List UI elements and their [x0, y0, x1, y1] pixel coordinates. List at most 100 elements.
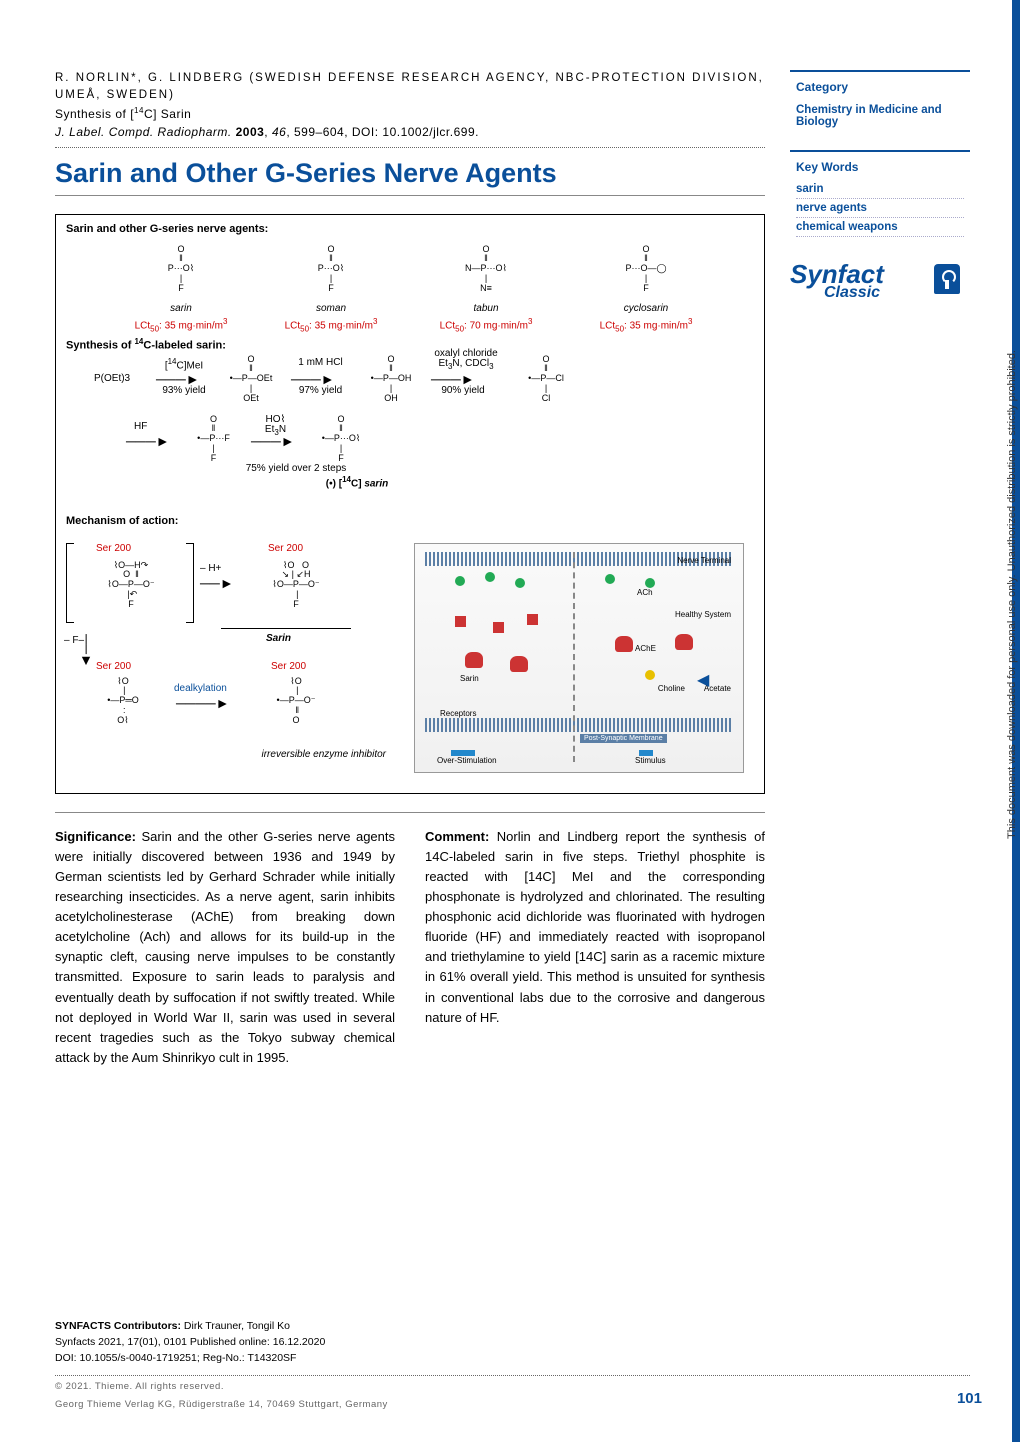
comment-text: Norlin and Lindberg report the synthesis… [425, 829, 765, 1025]
ache-4 [675, 634, 693, 650]
struct-int2: O‖•—P—OH|OH [361, 355, 421, 404]
mechanism-scheme: Ser 200 ⌇O—H↷O ‖⌇O—P—O⁻ |↶F ──► – H+ Ser… [66, 543, 404, 773]
keyword-2: chemical weapons [796, 218, 964, 237]
mech-sarin-label: Sarin [266, 633, 291, 644]
significance-column: Significance: Sarin and the other G-seri… [55, 827, 395, 1069]
ser-4: Ser 200 [271, 661, 306, 672]
reg-label: Reg-No.: [203, 1352, 245, 1364]
doi-line: DOI: 10.1055/s-0040-1719251; Reg-No.: T1… [55, 1351, 970, 1367]
mid-divider [55, 812, 765, 813]
fig-heading-mechanism: Mechanism of action: [66, 515, 178, 527]
bar-over [451, 750, 475, 756]
sidebar: Category Chemistry in Medicine and Biolo… [790, 70, 970, 302]
arrow-4: ───► [126, 433, 170, 449]
dotted-divider [55, 147, 765, 148]
keywords-label: Key Words [796, 160, 964, 174]
citation-title: Synthesis of [14C] Sarin [55, 105, 765, 123]
dlabel-psm: Post-Synaptic Membrane [580, 734, 667, 743]
dot-5 [645, 578, 655, 588]
diagram-divider [573, 552, 575, 762]
struct-int1: O‖•—P—OEt|OEt [221, 355, 281, 404]
mech-s2: ⌇O O↘ | ↙H⌇O—P—O⁻ |F [251, 561, 341, 610]
significance-text: Sarin and the other G-series nerve agent… [55, 829, 395, 1066]
mech-hplus: – H+ [200, 563, 221, 574]
citation-vol: 46 [272, 125, 286, 139]
dot-2 [485, 572, 495, 582]
dlabel-stim: Stimulus [635, 756, 666, 765]
contributors-label: SYNFACTS Contributors: [55, 1320, 181, 1332]
ser-3: Ser 200 [96, 661, 131, 672]
contributors-names: Dirk Trauner, Tongil Ko [181, 1320, 290, 1332]
citation-block: R. NORLIN*, G. LINDBERG (SWEDISH DEFENSE… [55, 70, 765, 141]
dlabel-healthy: Healthy System [675, 610, 731, 619]
sq-3 [527, 614, 538, 625]
acetate-tri: ◀ [697, 670, 709, 690]
dlabel-sarin: Sarin [460, 674, 479, 683]
journal-name: J. Label. Compd. Radiopharm. [55, 125, 232, 139]
mech-s1: ⌇O—H↷O ‖⌇O—P—O⁻ |↶F [86, 561, 176, 610]
flask-icon [934, 264, 960, 294]
title-underline [55, 195, 765, 196]
dlabel-nerve: Nerve Terminal [677, 556, 731, 565]
keyword-1: nerve agents [796, 199, 964, 218]
sq-2 [493, 622, 504, 633]
main-figure: Sarin and other G-series nerve agents: O… [55, 214, 765, 794]
ache-1 [465, 652, 483, 668]
choline-dot [645, 670, 655, 680]
dot-4 [605, 574, 615, 584]
mech-dealk: dealkylation [174, 683, 227, 694]
category-box: Category Chemistry in Medicine and Biolo… [790, 70, 970, 140]
citation-authors: R. NORLIN*, G. LINDBERG (SWEDISH DEFENSE… [55, 70, 765, 105]
struct-int4: O‖•—P···F|F [186, 415, 241, 464]
struct-sarin: O‖P···O⌇|F [126, 245, 236, 294]
dlabel-overstim: Over-Stimulation [437, 756, 497, 765]
ser-2: Ser 200 [268, 543, 303, 554]
struct-cyclosarin: O‖P···O—◯|F [586, 245, 706, 294]
citation-doi: DOI: 10.1002/jlcr.699. [352, 125, 479, 139]
syn-r2-top: 1 mM HCl [288, 357, 353, 368]
syn-r1-bot: 93% yield [154, 385, 214, 396]
struct-int3: O‖•—P—Cl|Cl [516, 355, 576, 404]
dlabel-ach: ACh [637, 588, 653, 597]
syn-r1-top: [14C]MeI [154, 357, 214, 371]
agent-lct-3: LCt50: 35 mg·min/m3 [576, 317, 716, 333]
citation-pages: 599–604 [294, 125, 344, 139]
biology-diagram: Nerve Terminal Healthy System ACh AChE S… [414, 543, 744, 773]
mech-irrev: irreversible enzyme inhibitor [186, 749, 386, 760]
doi-value: 10.1055/s-0040-1719251; [77, 1352, 203, 1364]
syn-r3-bot: 90% yield [428, 385, 498, 396]
main-column: R. NORLIN*, G. LINDBERG (SWEDISH DEFENSE… [55, 70, 765, 1068]
comment-lead: Comment: [425, 829, 489, 844]
pubinfo: Synfacts 2021, 17(01), 0101 Published on… [55, 1335, 970, 1351]
citation-year: 2003 [236, 125, 265, 139]
mech-s4: ⌇O |•—P—O⁻ ‖O [256, 677, 336, 726]
membrane-bot [425, 718, 733, 732]
reg-value: T14320SF [245, 1352, 297, 1364]
keyword-0: sarin [796, 180, 964, 199]
dlabel-receptors: Receptors [440, 709, 476, 718]
bar-stim [639, 750, 653, 756]
sq-1 [455, 616, 466, 627]
dot-1 [455, 576, 465, 586]
ser-1: Ser 200 [96, 543, 131, 554]
dlabel-choline: Choline [658, 684, 685, 693]
category-label: Category [796, 80, 964, 94]
syn-r5-bot: 75% yield over 2 steps [226, 463, 366, 474]
ache-2 [510, 656, 528, 672]
page-number: 101 [957, 1390, 982, 1407]
fig-heading-synthesis: Synthesis of 14C-labeled sarin: [66, 337, 226, 352]
footer: SYNFACTS Contributors: Dirk Trauner, Ton… [55, 1319, 970, 1412]
agent-name-2: tabun [431, 303, 541, 314]
footer-dotted [55, 1375, 970, 1376]
fig-heading-agents: Sarin and other G-series nerve agents: [66, 223, 268, 235]
mech-s3: ⌇O |•—P═O :O⌇ [78, 677, 168, 726]
agent-name-1: soman [276, 303, 386, 314]
syn-start: P(OEt)3 [94, 373, 130, 384]
citation-journal-line: J. Label. Compd. Radiopharm. 2003, 46, 5… [55, 123, 765, 141]
mech-hr [221, 628, 351, 629]
doi-label: DOI: [55, 1352, 77, 1364]
struct-soman: O‖P···O⌇|F [276, 245, 386, 294]
syn-r2-bot: 97% yield [288, 385, 353, 396]
dlabel-ache: AChE [635, 644, 656, 653]
significance-lead: Significance: [55, 829, 136, 844]
